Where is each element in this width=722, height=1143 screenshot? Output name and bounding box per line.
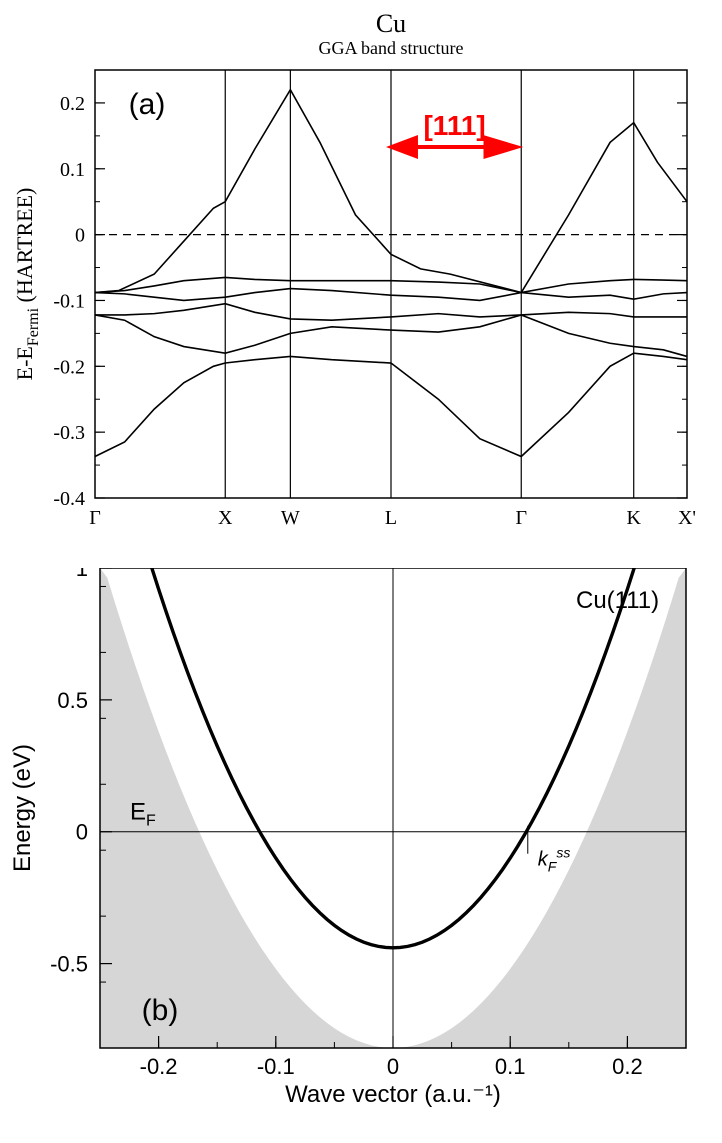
svg-text:L: L	[385, 507, 397, 529]
svg-text:K: K	[626, 507, 641, 529]
svg-text:GGA band structure: GGA band structure	[319, 38, 464, 58]
svg-text:kFss: kFss	[538, 845, 571, 875]
svg-text:Energy (eV): Energy (eV)	[9, 744, 36, 872]
svg-text:0: 0	[75, 225, 85, 247]
svg-text:Cu: Cu	[376, 9, 406, 38]
svg-text:(b): (b)	[142, 994, 179, 1027]
svg-text:Wave vector (a.u.⁻¹): Wave vector (a.u.⁻¹)	[285, 1081, 501, 1108]
svg-text:0.2: 0.2	[612, 1054, 643, 1079]
svg-text:Cu(111): Cu(111)	[576, 587, 659, 614]
svg-text:W: W	[281, 507, 300, 529]
panel-a-band-structure: CuGGA band structure -0.4 -0.3 -0.2 -0.1 0 0.1…	[0, 0, 722, 548]
svg-text:0.1: 0.1	[60, 159, 85, 181]
svg-text:Γ: Γ	[515, 507, 527, 529]
svg-text:E-EFermi (HARTREE): E-EFermi (HARTREE)	[12, 188, 42, 381]
svg-text:(a): (a)	[129, 88, 166, 121]
svg-text:-0.1: -0.1	[53, 290, 85, 312]
svg-text:X': X'	[678, 507, 696, 529]
svg-text:-0.1: -0.1	[257, 1054, 295, 1079]
svg-text:0.5: 0.5	[57, 688, 88, 713]
svg-text:[111]: [111]	[423, 110, 485, 141]
svg-text:Γ: Γ	[89, 507, 101, 529]
svg-text:0: 0	[387, 1054, 399, 1079]
svg-text:-0.2: -0.2	[140, 1054, 178, 1079]
svg-text:0.1: 0.1	[495, 1054, 526, 1079]
svg-text:-0.3: -0.3	[53, 422, 85, 444]
panel-b-surface-state: -0.5 0 0.5 1 -0.2 -0.1 0 0.1 0.2 Wave vector (a.u…	[0, 568, 722, 1143]
svg-text:0: 0	[76, 820, 88, 845]
svg-text:0.2: 0.2	[60, 93, 85, 115]
svg-text:-0.4: -0.4	[53, 488, 85, 510]
svg-text:X: X	[218, 507, 233, 529]
svg-text:-0.2: -0.2	[53, 356, 85, 378]
svg-text:1: 1	[76, 568, 88, 581]
svg-text:-0.5: -0.5	[50, 952, 88, 977]
